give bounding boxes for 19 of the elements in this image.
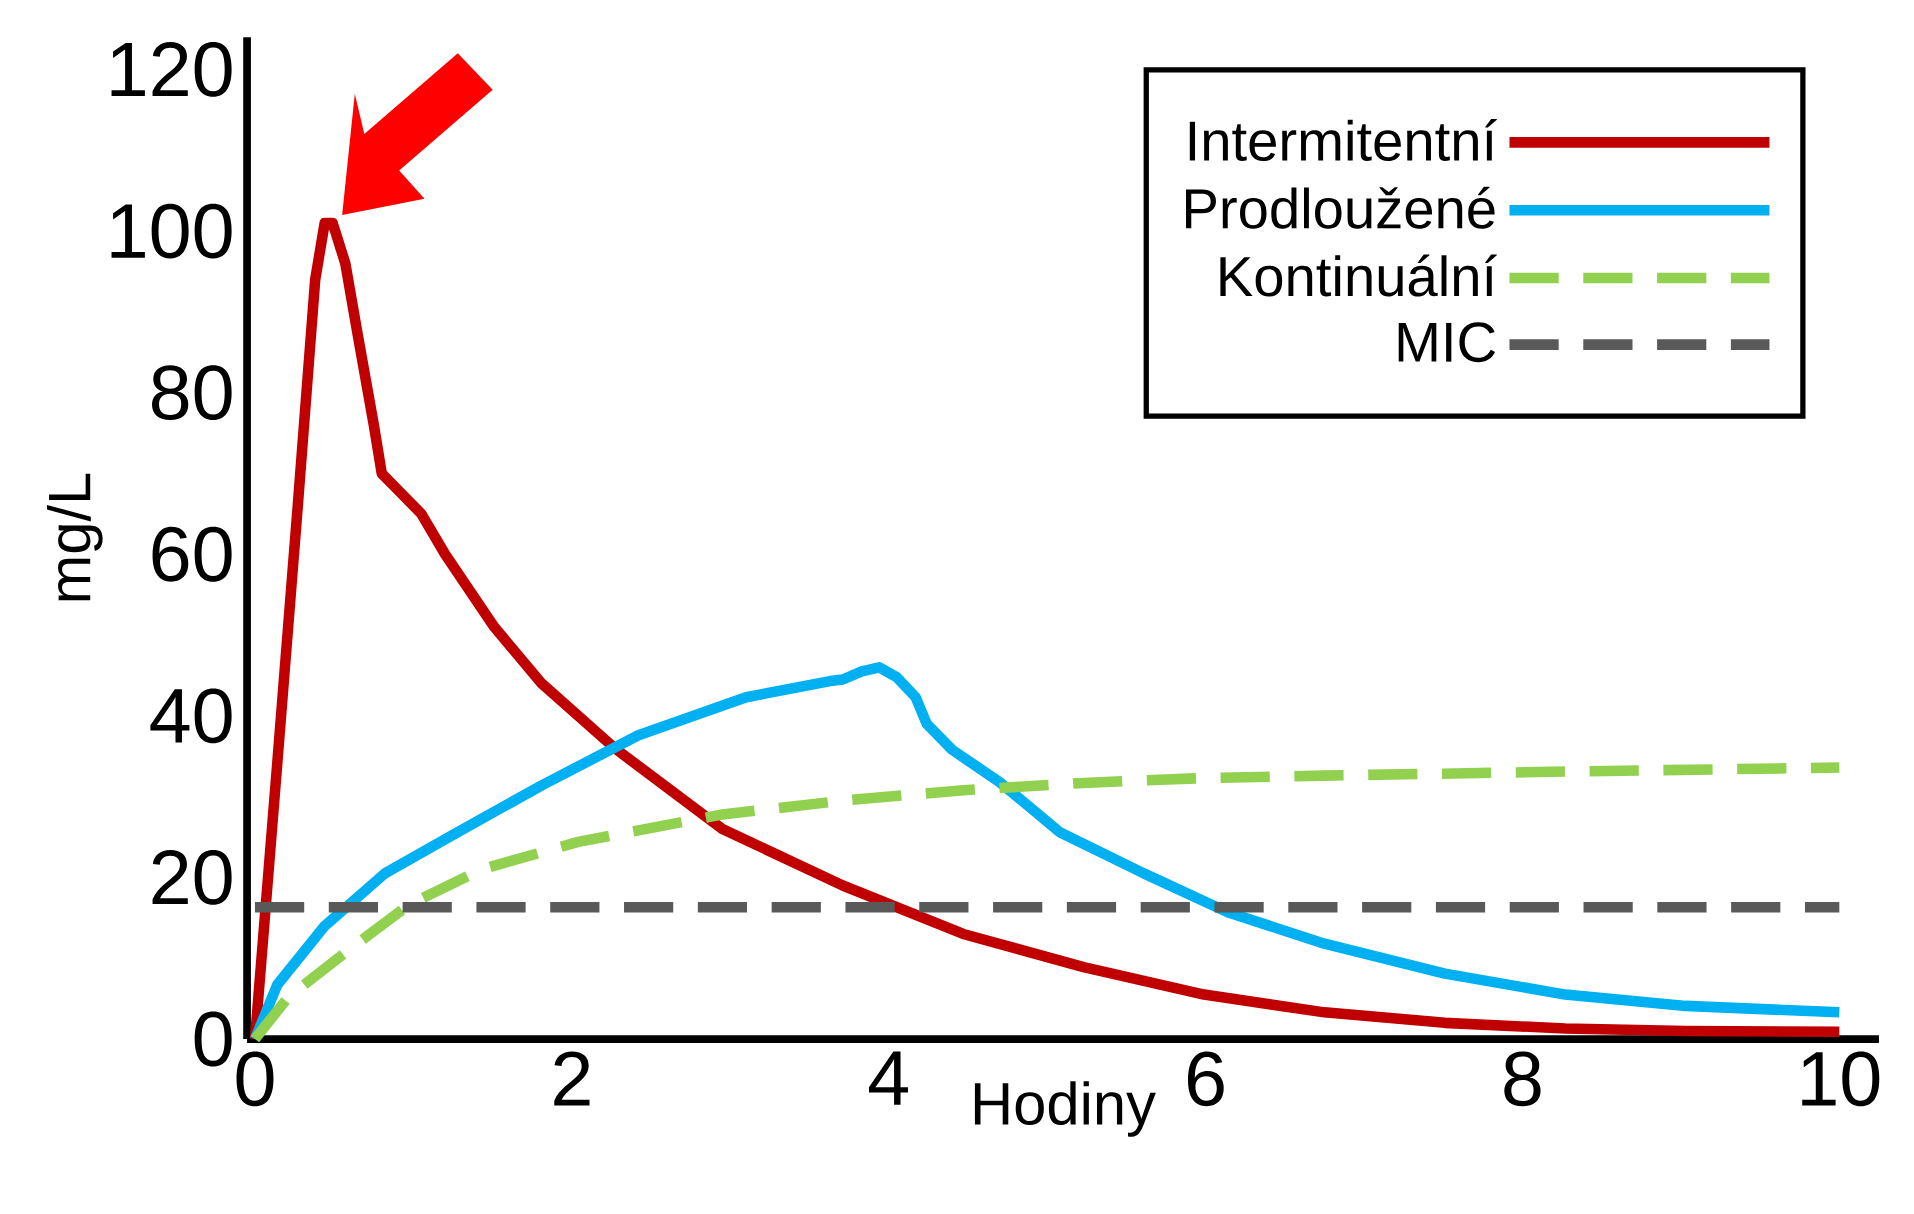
legend-label: Prodloužené [1186,186,1495,229]
y-tick-label: 60 [152,526,232,582]
y-tick-label: 40 [150,688,232,744]
y-axis-title: mg/L [46,473,103,601]
x-tick-label: 10 [1802,1051,1880,1107]
legend-label: Intermitentní [1189,119,1497,162]
x-axis-title: Hodiny [974,1081,1156,1137]
x-tick-label: 4 [868,1051,908,1105]
x-tick-label: 0 [236,1051,274,1107]
y-tick-label: 120 [111,42,232,97]
x-tick-label: 6 [1188,1051,1224,1107]
x-tick-label: 8 [1504,1051,1541,1107]
y-tick-label: 100 [111,203,232,259]
legend-label: MIC [1398,322,1496,363]
y-tick-label: 20 [152,850,232,905]
y-tick-label: 80 [152,365,232,421]
legend-label: Kontinuální [1220,254,1497,297]
y-tick-label: 0 [194,1011,232,1067]
x-tick-label: 2 [554,1051,590,1106]
